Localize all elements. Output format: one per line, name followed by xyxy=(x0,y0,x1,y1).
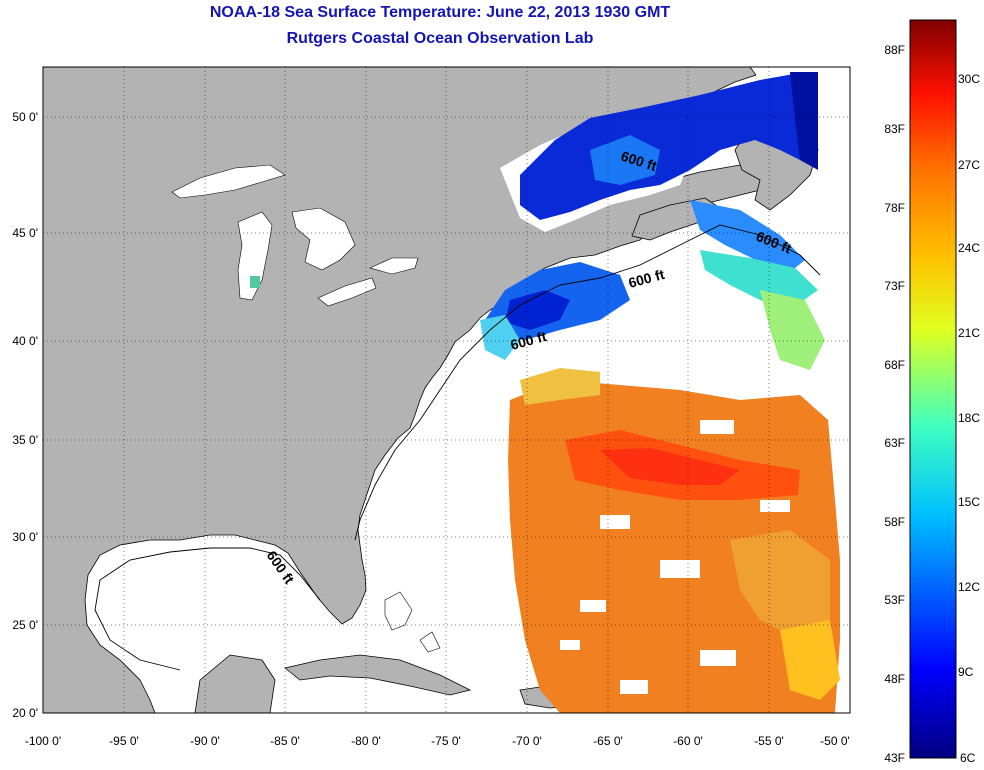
lake-ontario xyxy=(369,257,419,275)
colorbar-c-label: 18C xyxy=(958,411,980,425)
colorbar-f-label: 68F xyxy=(884,358,905,372)
colorbar-c-label: 24C xyxy=(958,241,980,255)
x-tick-label: -50 0' xyxy=(820,734,850,748)
gulf-600ft-contour-line xyxy=(94,547,321,671)
map-subtitle: Rutgers Coastal Ocean Observation Lab xyxy=(286,30,594,47)
colorbar-f-label: 78F xyxy=(884,201,905,215)
colorbar-c-label: 30C xyxy=(958,72,980,86)
sst-cold-patch-gulf-of-maine xyxy=(480,262,630,360)
lake-michigan xyxy=(237,211,273,301)
colorbar-f-label: 58F xyxy=(884,515,905,529)
cuba-land xyxy=(284,654,472,696)
colorbar-f-label: 43F xyxy=(884,751,905,765)
x-tick-label: -100 0' xyxy=(25,734,61,748)
colorbar-c-label: 6C xyxy=(960,751,976,765)
y-tick-label: 20 0' xyxy=(12,706,38,720)
colorbar-c-labels: 30C 27C 24C 21C 18C 15C 12C 9C 6C xyxy=(958,72,980,765)
x-tick-label: -55 0' xyxy=(754,734,784,748)
y-axis-ticks: 20 0' 25 0' 30 0' 35 0' 40 0' 45 0' 50 0… xyxy=(12,110,38,720)
y-tick-label: 45 0' xyxy=(12,226,38,240)
colorbar-c-label: 12C xyxy=(958,580,980,594)
colorbar-f-label: 48F xyxy=(884,672,905,686)
sst-scattered-cloud-gaps xyxy=(560,420,790,694)
colorbar-c-label: 21C xyxy=(958,326,980,340)
lake-erie xyxy=(317,277,377,307)
x-axis-ticks: -100 0' -95 0' -90 0' -85 0' -80 0' -75 … xyxy=(25,734,850,748)
y-tick-label: 50 0' xyxy=(12,110,38,124)
sst-cold-patch-gulf-st-lawrence xyxy=(520,72,818,220)
lake-superior xyxy=(171,164,286,199)
map-title: NOAA-18 Sea Surface Temperature: June 22… xyxy=(209,4,671,21)
colorbar-c-label: 27C xyxy=(958,158,980,172)
x-tick-label: -65 0' xyxy=(593,734,623,748)
colorbar-f-labels: 88F 83F 78F 73F 68F 63F 58F 53F 48F 43F xyxy=(884,43,905,765)
colorbar-c-label: 9C xyxy=(958,665,974,679)
lake-huron xyxy=(291,207,356,271)
grid-lines xyxy=(43,67,850,713)
x-tick-label: -85 0' xyxy=(270,734,300,748)
plot-frame xyxy=(42,66,851,714)
colorbar-f-label: 88F xyxy=(884,43,905,57)
x-tick-label: -60 0' xyxy=(673,734,703,748)
y-tick-label: 30 0' xyxy=(12,530,38,544)
sst-cool-patch-newfoundland-shelf xyxy=(690,200,825,370)
600ft-contour-line xyxy=(354,224,821,541)
y-tick-label: 25 0' xyxy=(12,618,38,632)
y-tick-label: 40 0' xyxy=(12,334,38,348)
colorbar-f-label: 63F xyxy=(884,436,905,450)
colorbar-c-label: 15C xyxy=(958,495,980,509)
x-tick-label: -90 0' xyxy=(190,734,220,748)
colorbar-f-label: 73F xyxy=(884,279,905,293)
bahamas-land xyxy=(384,591,441,653)
lake-michigan-sst-spot xyxy=(250,276,260,288)
colorbar xyxy=(909,19,957,759)
y-tick-label: 35 0' xyxy=(12,433,38,447)
x-tick-label: -70 0' xyxy=(512,734,542,748)
yucatan-land xyxy=(194,654,276,713)
x-tick-label: -75 0' xyxy=(431,734,461,748)
x-tick-label: -95 0' xyxy=(109,734,139,748)
sst-warm-patch-sargasso xyxy=(508,368,840,713)
x-tick-label: -80 0' xyxy=(351,734,381,748)
colorbar-f-label: 83F xyxy=(884,122,905,136)
colorbar-f-label: 53F xyxy=(884,593,905,607)
